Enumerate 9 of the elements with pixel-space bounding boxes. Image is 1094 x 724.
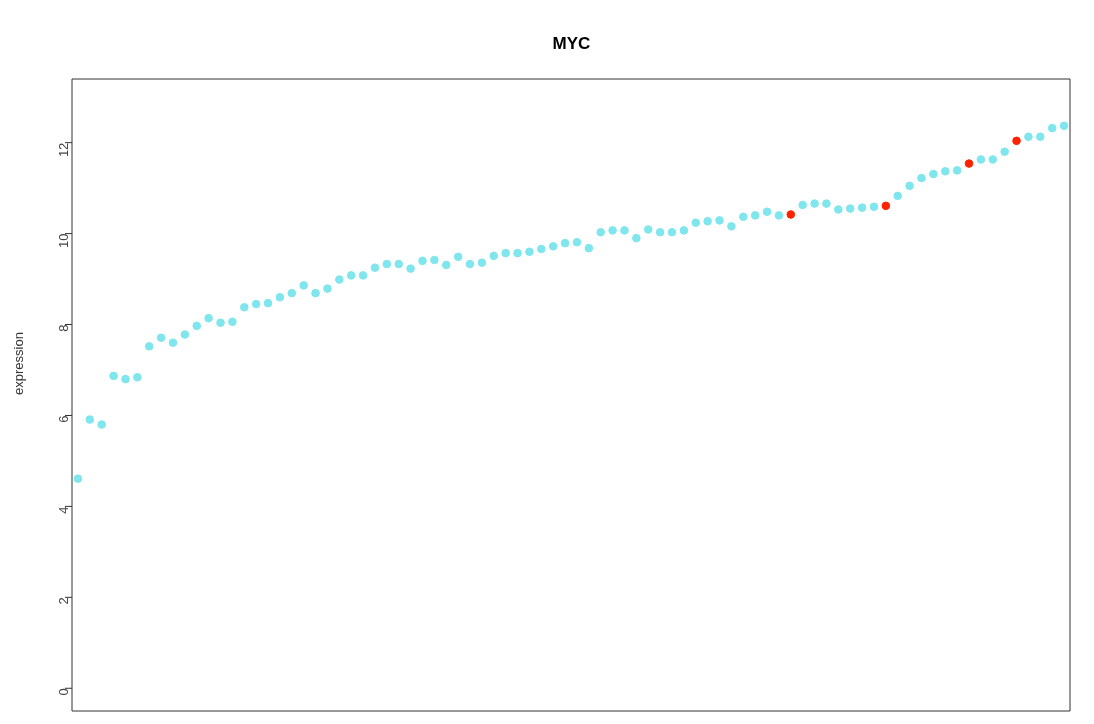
chart-title: MYC <box>551 34 592 54</box>
y-tick-label: 6 <box>55 415 71 423</box>
y-tick-label: 0 <box>55 688 71 696</box>
y-tick-label: 4 <box>55 506 71 514</box>
y-tick-label: 12 <box>55 142 71 158</box>
y-tick-label: 8 <box>55 324 71 332</box>
y-tick-label: 2 <box>55 597 71 605</box>
y-tick-label: 10 <box>55 233 71 249</box>
y-axis-title: expression <box>10 332 26 395</box>
